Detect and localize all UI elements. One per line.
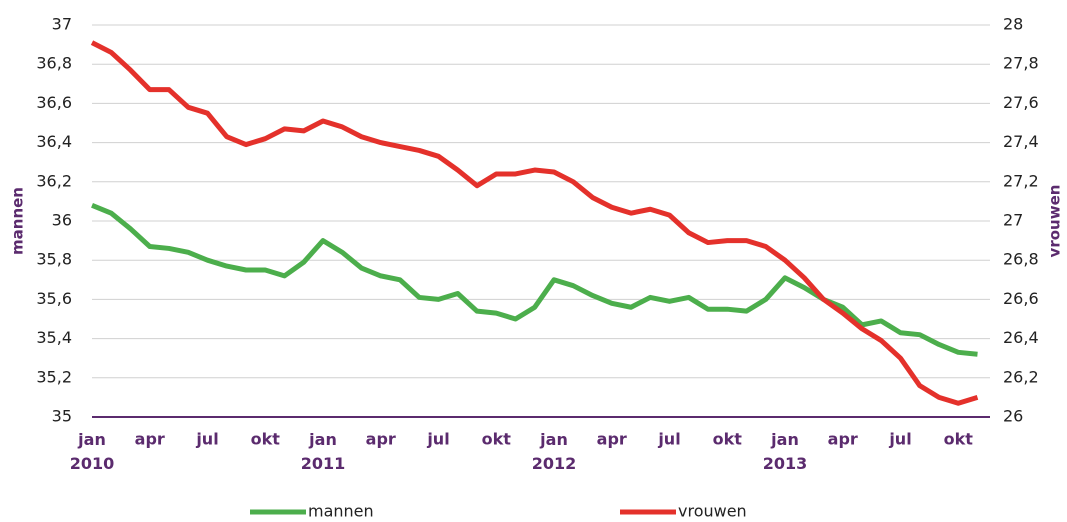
y-tick-label: 36	[52, 211, 72, 230]
x-tick-label: jan 2011	[301, 430, 346, 473]
y2-tick-label: 26	[1003, 407, 1023, 426]
y-tick-label: 36,8	[36, 54, 72, 73]
y2-tick-label: 27,2	[1003, 171, 1039, 190]
y2-tick-label: 27	[1003, 211, 1023, 230]
y-tick-label: 35	[52, 407, 72, 426]
y-tick-label: 35,2	[36, 367, 72, 386]
x-tick-label: okt	[944, 430, 974, 449]
y2-tick-label: 27,4	[1003, 132, 1039, 151]
y-tick-label: 35,8	[36, 250, 72, 269]
x-tick-label: okt	[482, 430, 512, 449]
x-tick-label: jan 2013	[763, 430, 808, 473]
y-tick-label: 36,4	[36, 132, 72, 151]
x-tick-label: jul	[426, 430, 449, 449]
legend-label: vrouwen	[678, 502, 747, 521]
x-tick-label: jan 2010	[70, 430, 115, 473]
y-tick-label: 36,2	[36, 171, 72, 190]
x-tick-label: jul	[657, 430, 680, 449]
y-tick-label: 37	[52, 15, 72, 34]
x-tick-label: apr	[135, 430, 165, 449]
y-tick-label: 35,6	[36, 289, 72, 308]
x-tick-label: apr	[366, 430, 396, 449]
series-line	[91, 203, 978, 357]
y2-tick-label: 26,8	[1003, 250, 1039, 269]
y2-tick-label: 27,6	[1003, 93, 1039, 112]
series-line	[90, 40, 979, 406]
y2-axis-label: vrouwen	[1046, 185, 1064, 258]
legend-label: mannen	[308, 502, 374, 521]
y2-tick-label: 27,8	[1003, 54, 1039, 73]
x-tick-label: jul	[195, 430, 218, 449]
x-tick-label: okt	[251, 430, 281, 449]
x-tick-label: jul	[888, 430, 911, 449]
y-tick-label: 35,4	[36, 328, 72, 347]
y-tick-label: 36,6	[36, 93, 72, 112]
x-tick-label: jan 2012	[532, 430, 577, 473]
y2-tick-label: 26,4	[1003, 328, 1039, 347]
y2-tick-label: 28	[1003, 15, 1023, 34]
x-tick-label: apr	[828, 430, 858, 449]
y2-tick-label: 26,6	[1003, 289, 1039, 308]
x-tick-label: apr	[597, 430, 627, 449]
y2-tick-label: 26,2	[1003, 367, 1039, 386]
y-axis-label: mannen	[9, 187, 27, 255]
x-tick-label: okt	[713, 430, 743, 449]
